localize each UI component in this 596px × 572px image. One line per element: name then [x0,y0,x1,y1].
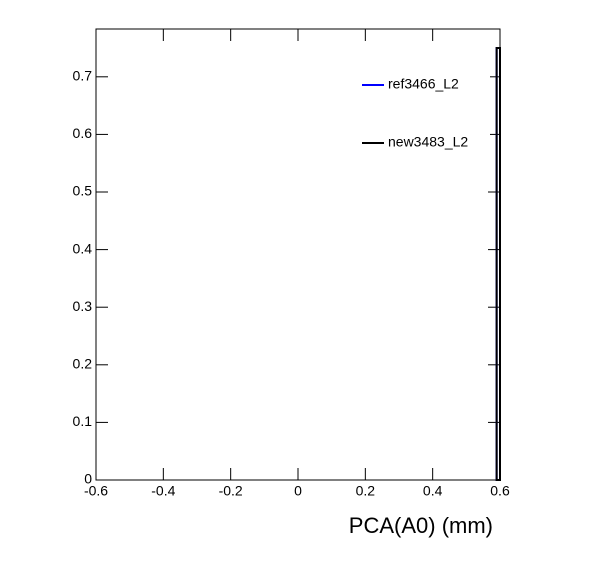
y-tick-label: 0 [84,471,92,487]
x-tick-label: -0.6 [84,483,108,499]
x-tick-label: -0.4 [151,483,175,499]
x-tick-label: -0.2 [219,483,243,499]
x-tick-label: 0.6 [490,483,510,499]
x-tick-label: 0.2 [356,483,376,499]
histogram-bar [495,47,501,482]
y-tick-label: 0.6 [73,125,93,141]
legend-label: ref3466_L2 [388,76,459,92]
x-axis-label: PCA(A0) (mm) [349,513,493,538]
y-tick-label: 0.3 [73,298,93,314]
y-tick-label: 0.1 [73,413,93,429]
x-tick-label: 0 [294,483,302,499]
y-tick-label: 0.5 [73,183,93,199]
y-tick-label: 0.7 [73,68,93,84]
x-tick-label: 0.4 [423,483,443,499]
y-tick-label: 0.2 [73,356,93,372]
y-tick-label: 0.4 [73,240,93,256]
legend-label: new3483_L2 [388,134,468,150]
